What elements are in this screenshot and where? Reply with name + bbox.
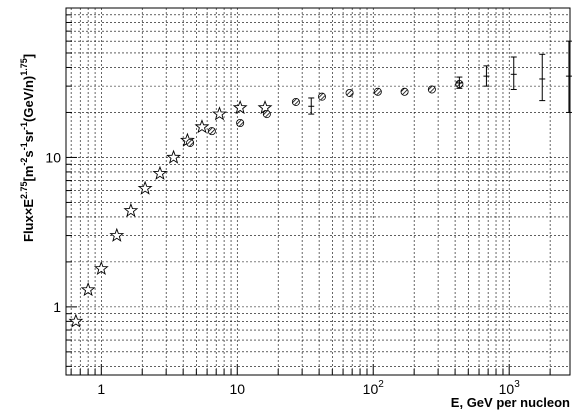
x-tick-label-base: 10 <box>229 381 245 397</box>
hatched-circle-marker <box>291 97 300 106</box>
y-label-sup: -1 <box>19 122 29 130</box>
star-marker <box>137 180 153 195</box>
hatched-circle-marker <box>207 127 216 136</box>
y-label-sup: -1 <box>19 142 29 150</box>
hatched-circle-marker <box>236 118 245 127</box>
axis-ticks <box>66 7 551 375</box>
data-points <box>68 40 572 328</box>
y-label-sup: 2.75 <box>19 181 29 199</box>
y-label-part: (GeV/n) <box>21 76 36 122</box>
hatched-circle-marker <box>400 87 409 96</box>
hatched-circle-marker <box>373 87 382 96</box>
plot-frame <box>65 7 571 376</box>
star-marker <box>232 99 248 115</box>
x-tick-label: 1 <box>97 381 105 397</box>
y-axis-label: Flux×E2.75[m-2s-1sr-1(GeV/n)1.75] <box>19 54 36 242</box>
y-label-part: sr <box>21 130 36 142</box>
star-marker <box>109 227 125 242</box>
x-tick-label-exponent: 2 <box>378 379 384 390</box>
hatched-circle-marker <box>318 92 327 101</box>
star-marker <box>166 149 181 164</box>
y-tick-label: 10 <box>45 149 61 165</box>
hatched-circle-marker <box>186 138 195 147</box>
y-label-part: s <box>21 150 36 157</box>
x-tick-label: 10 <box>229 381 245 397</box>
y-label-sup: 1.75 <box>19 58 29 76</box>
star-marker <box>80 282 96 297</box>
y-label-part: Flux×E <box>21 199 36 242</box>
star-marker <box>257 99 273 115</box>
star-marker <box>123 202 139 218</box>
hatched-circle-marker <box>262 110 271 119</box>
x-tick-label-base: 10 <box>363 381 379 397</box>
x-tick-labels: 1 10 102 103 <box>97 379 520 397</box>
star-marker <box>93 260 109 276</box>
star-marker <box>194 119 210 134</box>
x-tick-label-base: 1 <box>97 381 105 397</box>
y-label-sup: -2 <box>19 158 29 166</box>
y-label-part: [m <box>21 166 36 182</box>
x-axis-label: E, GeV per nucleon <box>451 395 570 410</box>
hatched-circle-marker <box>427 85 436 94</box>
x-tick-label-base: 10 <box>499 381 515 397</box>
star-marker <box>68 313 84 328</box>
star-marker <box>212 106 227 121</box>
star-marker <box>152 165 168 180</box>
y-tick-label: 1 <box>53 299 61 315</box>
hatched-circle-marker <box>345 88 354 97</box>
y-tick-labels: 1 10 <box>45 149 61 314</box>
y-label-part: ] <box>21 54 36 58</box>
x-tick-label-exponent: 3 <box>514 379 520 390</box>
x-tick-label: 102 <box>363 379 385 397</box>
x-tick-label: 103 <box>499 379 521 397</box>
